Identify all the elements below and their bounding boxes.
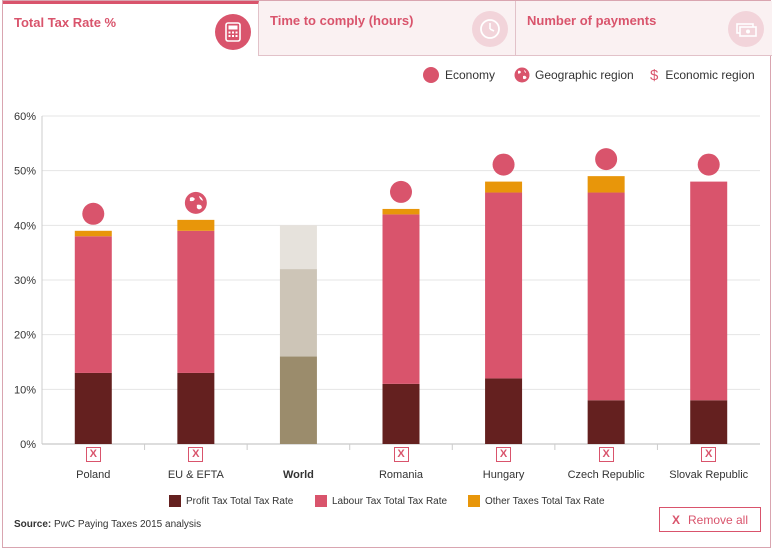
bar-segment [690, 400, 728, 444]
bar-segment [279, 269, 317, 357]
legend-profit-tax: Profit Tax Total Tax Rate [169, 495, 293, 507]
legend-economic-region: $ Economic region [650, 66, 755, 84]
legend-swatch [468, 495, 480, 507]
y-tick-label: 10% [14, 384, 36, 396]
bar-segment [279, 356, 317, 444]
bar-segment [177, 230, 215, 373]
dollar-icon: $ [650, 66, 659, 84]
remove-category-button[interactable]: X [701, 447, 717, 462]
bar-segment [382, 208, 420, 215]
bar-segment [485, 181, 523, 193]
bar-segment [74, 230, 112, 237]
source-text: PwC Paying Taxes 2015 analysis [54, 519, 202, 530]
bar-segment [382, 383, 420, 444]
geographic-marker-icon [184, 191, 207, 214]
legend-geographic-region: Geographic region [514, 66, 634, 84]
economy-marker-icon [492, 153, 515, 176]
bar-segment [74, 236, 112, 373]
legend-label: Labour Tax Total Tax Rate [332, 495, 448, 507]
remove-category-button[interactable]: X [393, 447, 409, 462]
bar-segment [177, 372, 215, 444]
money-icon [728, 11, 764, 47]
bar-segment [382, 214, 420, 384]
y-tick-label: 30% [14, 275, 36, 287]
tab-time-to-comply[interactable]: Time to comply (hours) [259, 1, 516, 56]
tab-total-tax-rate[interactable]: Total Tax Rate % [3, 1, 259, 56]
legend-label: Other Taxes Total Tax Rate [485, 495, 605, 507]
remove-category-button[interactable]: X [85, 447, 101, 462]
bar-segment [485, 378, 523, 444]
bar-segment [279, 225, 317, 270]
tab-number-of-payments[interactable]: Number of payments [516, 1, 772, 56]
bar-segment [177, 219, 215, 231]
y-tick-label: 60% [14, 111, 36, 123]
legend-labour-tax: Labour Tax Total Tax Rate [315, 495, 447, 507]
x-tick-label: World [283, 469, 314, 481]
legend-swatch [169, 495, 181, 507]
remove-all-label: Remove all [687, 512, 749, 527]
legend-economic-label: Economic region [665, 68, 755, 82]
globe-icon [189, 195, 203, 210]
economy-dot-icon [423, 67, 439, 83]
source-label: Source: [14, 519, 52, 530]
x-tick-label: Romania [379, 469, 424, 481]
economy-marker-icon [595, 148, 618, 171]
economy-marker-icon [82, 202, 105, 225]
close-icon: X [671, 512, 680, 527]
tab-bar: Total Tax Rate % Time to comply (hours) [3, 1, 772, 57]
y-tick-label: 40% [14, 220, 36, 232]
x-tick-label: Hungary [483, 469, 525, 481]
bar-segment [485, 192, 523, 379]
bar-segment [587, 192, 625, 401]
bar-segment [74, 372, 112, 444]
legend-geographic-label: Geographic region [535, 68, 634, 82]
remove-all-button[interactable]: X Remove all [659, 507, 761, 532]
bar-segment [587, 176, 625, 193]
tab-label: Total Tax Rate % [14, 15, 117, 30]
clock-icon [472, 11, 508, 47]
economy-marker-icon [390, 180, 412, 203]
legend-label: Profit Tax Total Tax Rate [186, 495, 294, 507]
remove-category-button[interactable]: X [188, 447, 204, 462]
legend-other-taxes: Other Taxes Total Tax Rate [468, 495, 605, 507]
calculator-icon [215, 14, 251, 50]
remove-category-button[interactable]: X [496, 447, 512, 462]
legend-economy: Economy [423, 66, 495, 84]
x-tick-label: EU & EFTA [168, 469, 225, 481]
legend-swatch [315, 495, 327, 507]
source-note: Source: PwC Paying Taxes 2015 analysis [14, 519, 201, 530]
bar-segment [690, 181, 728, 401]
legend-economy-label: Economy [445, 68, 496, 82]
remove-category-button[interactable]: X [598, 447, 614, 462]
tab-label: Time to comply (hours) [270, 13, 414, 28]
tab-label: Number of payments [527, 13, 657, 28]
y-tick-label: 0% [20, 439, 36, 451]
y-tick-label: 50% [14, 166, 36, 178]
x-tick-label: Czech Republic [568, 469, 646, 481]
x-tick-label: Poland [76, 469, 110, 481]
x-tick-label: Slovak Republic [669, 469, 748, 481]
economy-marker-icon [697, 153, 720, 176]
y-tick-label: 20% [14, 330, 36, 342]
globe-icon [514, 67, 530, 83]
bar-segment [587, 400, 625, 444]
